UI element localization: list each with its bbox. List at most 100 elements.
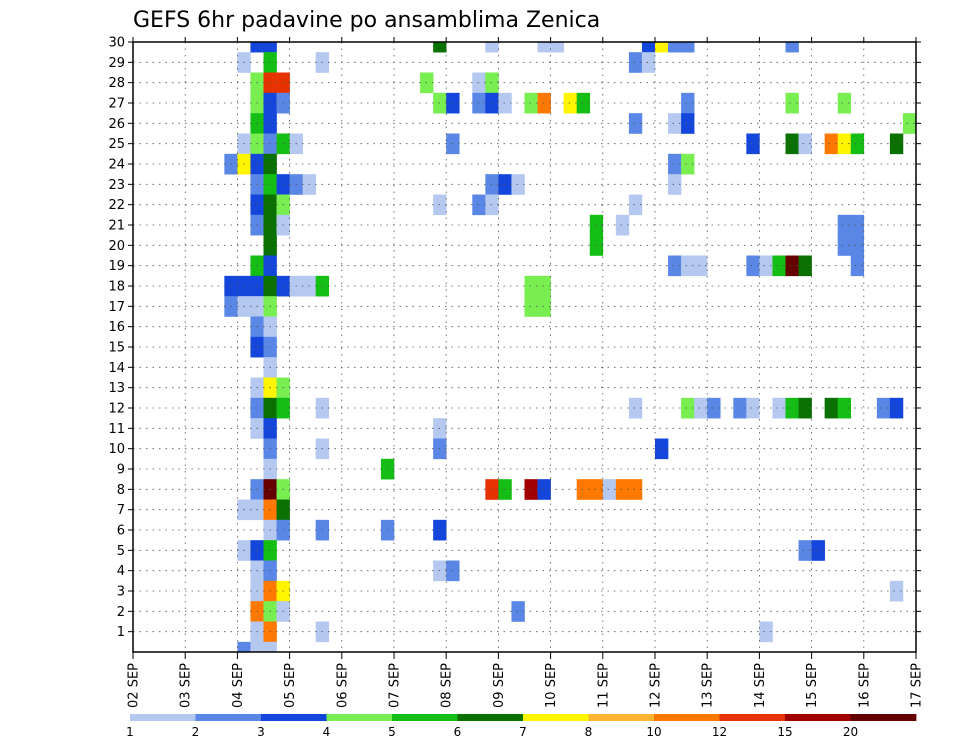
legend-swatch <box>130 714 196 721</box>
legend-swatch <box>327 714 393 721</box>
y-tick-label: 23 <box>108 178 125 193</box>
legend-label: 20 <box>843 725 858 739</box>
heat-cell <box>538 42 551 52</box>
heat-cell <box>485 174 498 195</box>
y-tick-label: 3 <box>117 585 125 600</box>
legend-swatch <box>458 714 524 721</box>
y-tick-label: 21 <box>108 219 125 234</box>
y-tick-label: 30 <box>108 36 125 51</box>
heat-cell <box>525 93 538 114</box>
x-tick-label: 08 SEP <box>440 663 455 708</box>
x-tick-label: 07 SEP <box>388 663 403 708</box>
legend-swatch <box>523 714 589 721</box>
x-tick-label: 17 SEP <box>910 663 925 708</box>
y-tick-label: 15 <box>108 341 125 356</box>
heat-cell <box>525 276 538 297</box>
y-tick-label: 7 <box>117 503 125 518</box>
heat-cell <box>525 479 538 500</box>
heat-cell <box>551 42 564 52</box>
y-tick-label: 12 <box>108 402 125 417</box>
y-tick-label: 16 <box>108 320 125 335</box>
x-tick-label: 13 SEP <box>701 663 716 708</box>
legend-swatch <box>261 714 327 721</box>
legend-label: 10 <box>646 725 661 739</box>
y-tick-label: 18 <box>108 280 125 295</box>
legend-label: 5 <box>388 725 396 739</box>
heat-cell <box>538 276 551 297</box>
y-tick-label: 4 <box>117 564 125 579</box>
heat-cell <box>498 479 511 500</box>
y-tick-label: 1 <box>117 625 125 640</box>
x-tick-label: 15 SEP <box>805 663 820 708</box>
heat-cell <box>498 93 511 114</box>
legend-label: 3 <box>257 725 265 739</box>
legend-label: 7 <box>519 725 527 739</box>
heat-cell <box>511 601 524 622</box>
heat-cell <box>511 174 524 195</box>
x-tick-label: 09 SEP <box>492 663 507 708</box>
legend-swatch <box>392 714 458 721</box>
heat-cell <box>264 642 277 652</box>
x-tick-label: 11 SEP <box>596 663 611 708</box>
y-tick-label: 26 <box>108 117 125 132</box>
y-tick-label: 27 <box>108 97 125 112</box>
heat-cell <box>485 479 498 500</box>
heat-cell <box>250 42 263 52</box>
x-tick-label: 05 SEP <box>283 663 298 708</box>
legend-label: 15 <box>777 725 792 739</box>
legend-label: 6 <box>454 725 462 739</box>
heat-cell <box>538 296 551 317</box>
y-tick-label: 6 <box>117 524 125 539</box>
y-tick-label: 11 <box>108 422 125 437</box>
heat-cell <box>498 174 511 195</box>
heat-cell <box>237 642 250 652</box>
y-tick-label: 2 <box>117 605 125 620</box>
legend-swatch <box>589 714 655 721</box>
y-tick-label: 28 <box>108 76 125 91</box>
heat-cell <box>250 642 263 652</box>
y-tick-label: 5 <box>117 544 125 559</box>
heat-cell <box>538 93 551 114</box>
y-tick-label: 8 <box>117 483 125 498</box>
heat-cell <box>681 42 694 52</box>
heat-cell <box>485 42 498 52</box>
x-tick-label: 12 SEP <box>649 663 664 708</box>
y-tick-label: 14 <box>108 361 125 376</box>
y-tick-label: 25 <box>108 137 125 152</box>
x-tick-label: 14 SEP <box>753 663 768 708</box>
heat-cell <box>485 195 498 216</box>
heat-cell <box>786 42 799 52</box>
heat-cell <box>668 42 681 52</box>
y-tick-label: 17 <box>108 300 125 315</box>
x-tick-label: 16 SEP <box>857 663 872 708</box>
legend-label: 8 <box>585 725 593 739</box>
x-tick-label: 10 SEP <box>544 663 559 708</box>
legend-swatch <box>720 714 786 721</box>
heat-cell <box>485 93 498 114</box>
x-tick-label: 02 SEP <box>127 663 142 708</box>
y-tick-label: 19 <box>108 259 125 274</box>
heat-cell <box>485 73 498 94</box>
heat-cell <box>538 479 551 500</box>
legend-swatch <box>196 714 262 721</box>
heat-cell <box>525 296 538 317</box>
legend-swatch <box>785 714 851 721</box>
y-tick-label: 22 <box>108 198 125 213</box>
legend-label: 12 <box>712 725 727 739</box>
heat-cell <box>642 42 655 52</box>
x-tick-label: 06 SEP <box>335 663 350 708</box>
heat-cell <box>564 93 577 114</box>
x-tick-label: 04 SEP <box>231 663 246 708</box>
legend-label: 2 <box>192 725 200 739</box>
chart-title: GEFS 6hr padavine po ansamblima Zenica <box>133 8 600 33</box>
heat-cell <box>264 42 277 52</box>
y-tick-label: 20 <box>108 239 125 254</box>
y-tick-label: 29 <box>108 56 125 71</box>
x-tick-label: 03 SEP <box>179 663 194 708</box>
heat-cell <box>433 42 446 52</box>
y-tick-label: 24 <box>108 158 125 173</box>
y-tick-label: 13 <box>108 381 125 396</box>
y-tick-label: 9 <box>117 463 125 478</box>
